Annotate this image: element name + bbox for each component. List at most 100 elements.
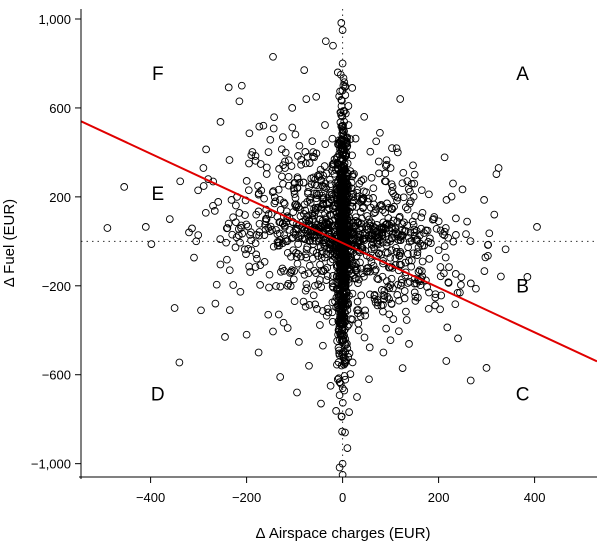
scatter-point [370,226,378,234]
scatter-point [367,258,376,266]
scatter-point [190,253,198,262]
scatter-point [362,188,371,197]
scatter-point [371,265,380,274]
scatter-point [362,268,371,276]
scatter-point [436,305,444,314]
scatter-point [361,311,370,320]
scatter-point [339,331,347,340]
scatter-point [278,172,286,181]
scatter-point [413,235,422,244]
scatter-point [321,140,330,149]
scatter-point [336,87,344,96]
scatter-point [345,349,354,358]
scatter-point [451,300,460,309]
scatter-point [440,242,449,251]
scatter-point [333,360,341,369]
scatter-point [369,194,377,202]
scatter-point [365,219,374,228]
scatter-point [343,306,352,315]
scatter-point [340,386,349,395]
scatter-point [395,212,404,221]
scatter-point [294,240,302,248]
y-tick-label: 200 [49,190,71,205]
scatter-point [329,160,338,169]
scatter-point [353,393,361,401]
scatter-point [103,224,112,232]
scatter-point [384,282,393,291]
scatter-point [232,233,241,242]
scatter-point [387,180,396,189]
scatter-point [288,104,297,112]
quadrant-label-b: B [516,276,529,297]
scatter-point [236,287,245,296]
scatter-point [429,215,438,223]
scatter-point [334,317,343,326]
scatter-point [357,291,366,300]
scatter-point [458,185,467,194]
scatter-point [393,148,402,157]
scatter-point [338,459,347,468]
scatter-point [377,250,386,259]
scatter-point [365,375,373,384]
scatter-point [247,236,255,245]
scatter-point [310,266,318,275]
scatter-point [466,237,475,245]
scatter-point [302,253,311,262]
scatter-point [389,315,398,323]
scatter-point [339,81,348,90]
scatter-point [451,270,460,278]
scatter-point [319,341,327,350]
scatter-point [176,177,185,186]
scatter-point [279,179,287,188]
scatter-point [398,364,407,372]
scatter-point [327,195,335,204]
scatter-point [338,295,347,303]
y-tick-label: −600 [42,368,71,383]
scatter-point [356,312,365,321]
scatter-point [311,281,319,290]
scatter-point [229,281,238,289]
scatter-point [442,357,451,365]
scatter-point [431,301,439,310]
scatter-point [305,361,313,370]
scatter-point [297,231,305,240]
scatter-point [449,237,458,246]
scatter-point [374,157,383,166]
scatter-point [301,302,310,311]
scatter-point [353,186,362,194]
scatter-point [533,223,541,231]
scatter-point [347,257,356,266]
scatter-point [231,243,240,252]
scatter-point [336,174,344,183]
scatter-point [279,220,287,228]
scatter-point [398,225,407,234]
scatter-point [252,210,261,219]
scatter-point [400,227,409,236]
scatter-point [279,133,287,141]
scatter-point [321,179,330,188]
scatter-point [405,237,414,246]
scatter-point [269,124,278,133]
scatter-point [337,200,345,208]
scatter-point [294,152,302,160]
scatter-point [199,182,208,190]
scatter-point [326,381,335,390]
scatter-point [417,186,426,195]
scatter-point [335,391,344,400]
scatter-point [339,107,348,115]
scatter-point [393,196,401,205]
scatter-point [338,318,347,327]
scatter-point [440,153,449,162]
scatter-point [339,216,348,224]
scatter-point [494,164,503,172]
scatter-point [221,333,229,341]
scatter-point [254,348,263,357]
scatter-point [409,192,418,201]
scatter-point [408,217,417,226]
scatter-point [356,258,364,267]
scatter-point [306,198,315,207]
scatter-point [423,283,431,291]
scatter-point [441,224,450,232]
scatter-point [373,234,382,242]
scatter-point [369,222,378,231]
